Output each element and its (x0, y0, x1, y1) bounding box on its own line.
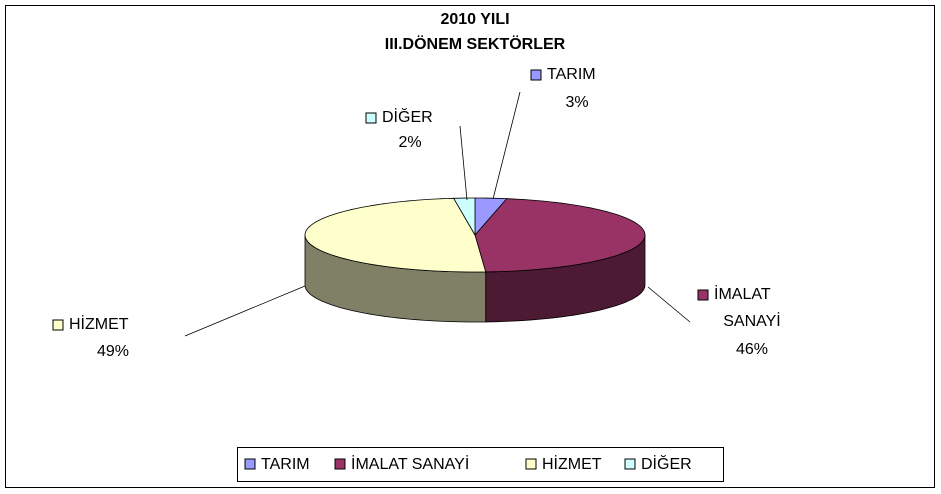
leader-line (184, 285, 306, 337)
data-label-category: TARIM (547, 66, 596, 83)
legend-label: İMALAT SANAYİ (351, 454, 469, 473)
data-label-value: 2% (398, 134, 421, 151)
data-label-value: 49% (97, 343, 129, 360)
legend-swatch (244, 458, 256, 470)
data-label-value: 46% (736, 341, 768, 358)
chart-title: III.DÖNEM SEKTÖRLER (385, 34, 566, 53)
pie-slice (474, 198, 646, 273)
label-swatch (530, 69, 542, 81)
leader-line (459, 125, 468, 201)
legend-box (237, 447, 724, 482)
data-label-value: 3% (565, 94, 588, 111)
legend-swatch (334, 458, 346, 470)
pie-slice (453, 197, 476, 237)
data-label-category: İMALAT SANAYİ (714, 284, 781, 330)
legend-swatch (525, 458, 537, 470)
pie-slice (304, 197, 487, 273)
legend-label: HİZMET (542, 454, 602, 473)
data-label-category: HİZMET (69, 314, 129, 333)
label-swatch (697, 289, 709, 301)
legend-label: TARIM (261, 456, 310, 473)
leader-line (492, 91, 521, 200)
leader-line (647, 286, 691, 323)
label-swatch (52, 319, 64, 331)
legend-swatch (624, 458, 636, 470)
chart-title: 2010 YILI (440, 11, 509, 28)
data-label-category: DİĞER (382, 107, 433, 126)
legend-label: DİĞER (641, 454, 692, 473)
label-swatch (365, 112, 377, 124)
